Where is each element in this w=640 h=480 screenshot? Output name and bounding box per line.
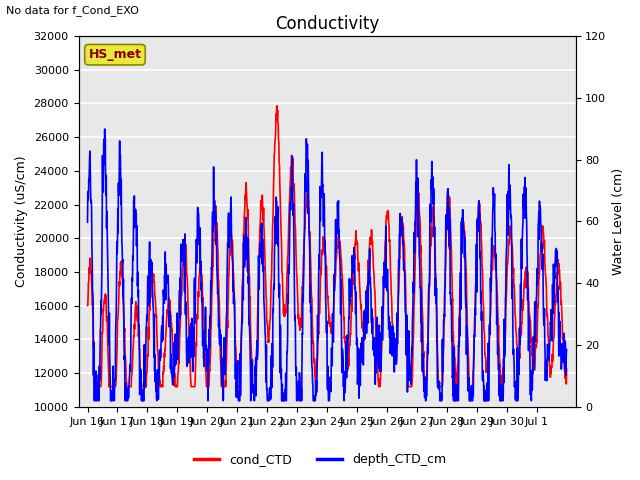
Y-axis label: Conductivity (uS/cm): Conductivity (uS/cm) xyxy=(15,156,28,287)
Legend: cond_CTD, depth_CTD_cm: cond_CTD, depth_CTD_cm xyxy=(189,448,451,471)
Text: No data for f_Cond_EXO: No data for f_Cond_EXO xyxy=(6,5,140,16)
Title: Conductivity: Conductivity xyxy=(275,15,379,33)
Text: HS_met: HS_met xyxy=(88,48,141,61)
Y-axis label: Water Level (cm): Water Level (cm) xyxy=(612,168,625,275)
